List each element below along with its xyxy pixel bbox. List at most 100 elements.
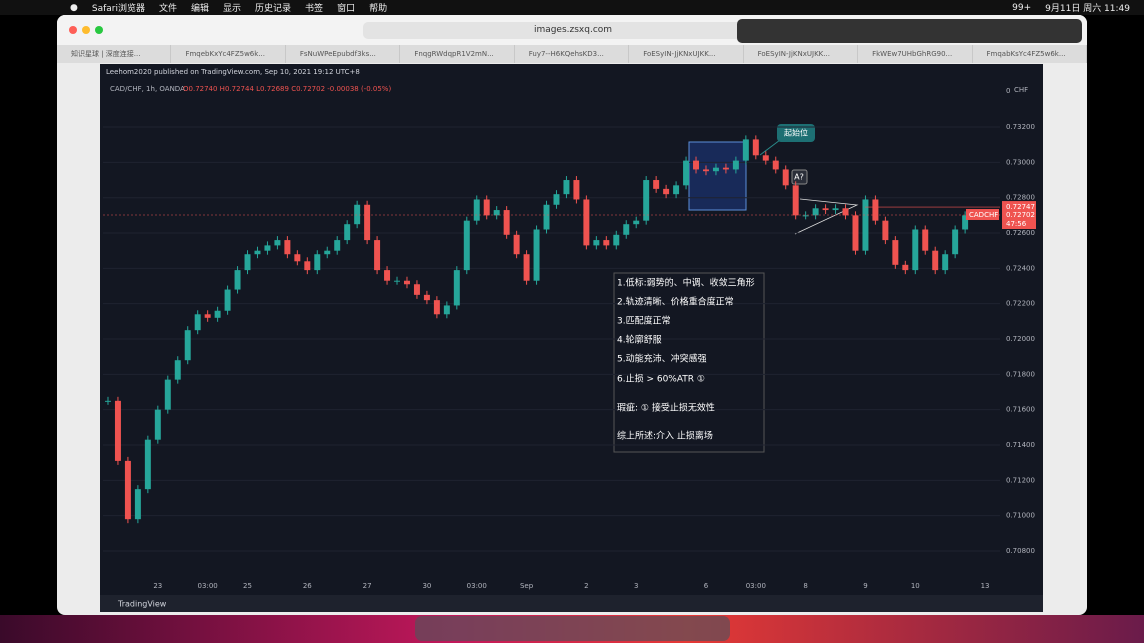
note-line: 4.轮廓舒服: [617, 334, 662, 346]
candle-body: [334, 240, 341, 251]
candle-body: [473, 199, 480, 221]
x-tick-label: 10: [911, 582, 920, 590]
zoom-button[interactable]: [95, 26, 103, 34]
last-price: 0.72702: [1006, 211, 1035, 219]
price-tag: 0.72747: [1006, 203, 1035, 211]
candle-body: [822, 208, 829, 211]
chart-background: [100, 64, 1043, 612]
branding: TradingView: [117, 600, 167, 609]
tab[interactable]: FoESyIN-JjKNxUJKK...: [744, 45, 859, 63]
x-tick-label: 8: [803, 582, 807, 590]
symbol-tag: CADCHF: [969, 211, 998, 219]
tab[interactable]: FmqebKxYc4FZ5w6k...: [171, 45, 286, 63]
tab[interactable]: FsNuWPeEpubdf3ks...: [286, 45, 401, 63]
x-tick-label: 6: [704, 582, 709, 590]
x-tick-label: 23: [153, 582, 162, 590]
candle-body: [264, 245, 271, 251]
menu-item[interactable]: 文件: [158, 4, 177, 14]
candle-body: [423, 294, 430, 301]
candle-body: [164, 379, 171, 410]
close-button[interactable]: [69, 26, 77, 34]
candle-body: [344, 224, 351, 241]
apple-icon[interactable]: ●: [70, 2, 78, 13]
menu-item[interactable]: 编辑: [191, 4, 210, 14]
y-tick-label: 0.72600: [1006, 229, 1035, 237]
y-tick-label: 0.71400: [1006, 441, 1035, 449]
note-line: 1.低标:弱势的、中调、收敛三角形: [617, 277, 755, 289]
y-tick-label: 0.73000: [1006, 158, 1035, 166]
candle-body: [693, 160, 700, 170]
candle-body: [234, 270, 241, 290]
menu-item[interactable]: 书签: [305, 4, 324, 14]
candle-body: [154, 409, 161, 440]
candle-body: [314, 254, 321, 271]
y-tick-label: 0.71800: [1006, 370, 1035, 378]
x-tick-label: 26: [303, 582, 312, 590]
candle-body: [752, 139, 759, 156]
candle-body: [453, 270, 460, 306]
tab[interactable]: FoESyIN-JjKNxUJKK...: [629, 45, 744, 63]
y-tick-label: 0.71000: [1006, 512, 1035, 520]
menu-item[interactable]: 历史记录: [255, 4, 292, 14]
x-tick-label: 30: [422, 582, 431, 590]
menu-item[interactable]: 窗口: [337, 4, 356, 14]
candle-body: [244, 254, 251, 271]
candle-body: [653, 180, 660, 189]
dock: [415, 616, 730, 641]
candle-body: [304, 261, 311, 271]
candle-body: [443, 305, 450, 315]
candle-body: [583, 199, 590, 246]
candle-body: [184, 330, 191, 361]
minimize-button[interactable]: [82, 26, 90, 34]
y-tick-label: 0.72200: [1006, 300, 1035, 308]
candle-body: [573, 180, 580, 200]
menu-item[interactable]: 帮助: [369, 4, 388, 14]
candle-body: [832, 208, 839, 211]
candle-body: [912, 229, 919, 271]
candle-body: [842, 208, 849, 216]
tab[interactable]: FkWEw7UHbGhRG90...: [858, 45, 973, 63]
note-line: 综上所述:介入 止损离场: [617, 430, 713, 442]
candle-body: [294, 254, 301, 262]
candle-body: [563, 180, 570, 195]
menu-item[interactable]: Safari浏览器: [91, 4, 145, 14]
x-tick-label: 9: [863, 582, 867, 590]
y-tick-label: 0.73200: [1006, 123, 1035, 131]
candle-body: [553, 194, 560, 205]
candle-body: [413, 284, 420, 295]
candle-body: [712, 167, 719, 172]
countdown: 47:56: [1006, 220, 1027, 228]
tab[interactable]: Fuy7--H6KQehsKD3...: [515, 45, 630, 63]
y-tick-label: 0.72800: [1006, 194, 1035, 202]
candle-body: [643, 180, 650, 221]
annotation-toolbar[interactable]: [737, 19, 1082, 43]
marker-label: A?: [794, 173, 804, 182]
candle-body: [802, 215, 809, 217]
candle-body: [214, 310, 221, 318]
symbol-tag-bg: [966, 209, 999, 221]
highlight-box: [688, 141, 747, 211]
marker-box: [791, 169, 808, 185]
menubar: ● Safari浏览器 文件 编辑 显示 历史记录 书签 窗口 帮助 99+ 9月11日 周六…: [0, 0, 1144, 15]
candle-body: [952, 229, 959, 255]
tab[interactable]: FmqabKsYc4FZ5w6k...: [973, 45, 1087, 63]
candle-body: [324, 250, 331, 255]
candle-body: [962, 215, 969, 230]
badge[interactable]: 99+: [1012, 2, 1032, 13]
menu-item[interactable]: 显示: [223, 4, 242, 14]
address-bar[interactable]: images.zsxq.com: [363, 22, 783, 39]
tab[interactable]: FnqgRWdqpR1V2mN...: [400, 45, 515, 63]
candle-body: [104, 400, 111, 402]
candle-body: [742, 139, 749, 161]
candle-body: [384, 270, 391, 281]
x-tick-label: Sep: [520, 582, 534, 590]
tab[interactable]: 知识星球 | 深度连接...: [57, 45, 172, 63]
candle-body: [533, 229, 540, 281]
menu-items: Safari浏览器 文件 编辑 显示 历史记录 书签 窗口 帮助: [92, 1, 401, 14]
candle-body: [374, 240, 381, 271]
candle-body: [483, 199, 490, 216]
candle-body: [663, 188, 670, 195]
callout-label: 起始位: [784, 128, 808, 138]
candle-body: [403, 280, 410, 285]
candle-body: [274, 240, 281, 246]
